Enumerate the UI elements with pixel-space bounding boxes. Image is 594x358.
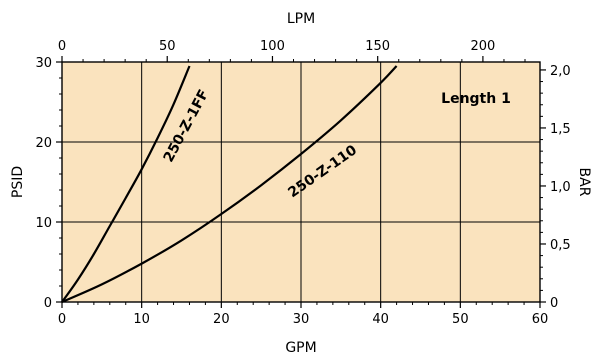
x-bottom-tick-label: 10 [133, 312, 150, 327]
plot-frame [61, 61, 541, 303]
y-right-tick-label: 0 [550, 296, 558, 311]
x-bottom-tick-label: 50 [452, 312, 469, 327]
x-top-tick-label: 150 [365, 39, 390, 54]
y-right-tick-label: 1,5 [550, 122, 571, 137]
y-left-axis-title: PSID [10, 166, 26, 198]
y-right-tick-label: 0,5 [550, 238, 571, 253]
chart-annotation: Length 1 [441, 91, 511, 107]
x-bottom-tick-label: 20 [213, 312, 230, 327]
y-right-tick-label: 2,0 [550, 64, 571, 79]
y-left-tick-label: 30 [35, 56, 52, 71]
x-top-tick-label: 50 [159, 39, 176, 54]
x-bottom-axis-title: GPM [285, 340, 316, 356]
x-top-tick-label: 100 [260, 39, 285, 54]
y-left-tick-label: 10 [35, 216, 52, 231]
x-top-tick-label: 0 [58, 39, 66, 54]
y-right-tick-label: 1,0 [550, 180, 571, 195]
grid-lines [62, 62, 540, 302]
x-bottom-tick-label: 0 [58, 312, 66, 327]
y-left-tick-label: 0 [44, 296, 52, 311]
curves [61, 65, 398, 304]
series-line-250-z-110 [61, 65, 398, 304]
y-left-tick-label: 20 [35, 136, 52, 151]
series-line-250-z-1ff [61, 65, 191, 303]
x-top-axis-title: LPM [287, 11, 315, 27]
y-right-axis-title: BAR [576, 168, 592, 197]
x-top-tick-label: 200 [471, 39, 496, 54]
x-bottom-tick-label: 40 [372, 312, 389, 327]
x-bottom-tick-label: 30 [293, 312, 310, 327]
x-bottom-tick-label: 60 [532, 312, 549, 327]
tick-marks [56, 56, 546, 308]
